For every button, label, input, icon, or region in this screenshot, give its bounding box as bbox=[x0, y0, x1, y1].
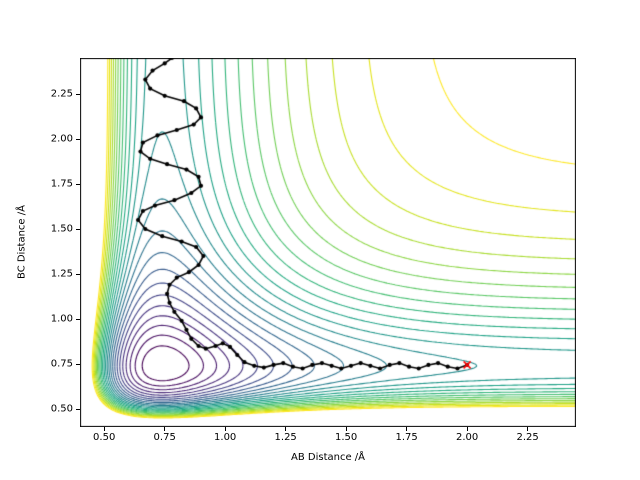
y-tick-mark bbox=[76, 183, 80, 185]
x-tick-label: 2.00 bbox=[455, 432, 479, 443]
x-axis-label: AB Distance /Å bbox=[291, 452, 365, 463]
x-tick-mark bbox=[103, 427, 105, 431]
y-tick-mark bbox=[76, 273, 80, 275]
x-tick-mark bbox=[527, 427, 529, 431]
x-tick-mark bbox=[164, 427, 166, 431]
y-axis-label: BC Distance /Å bbox=[16, 205, 28, 279]
x-tick-label: 1.50 bbox=[335, 432, 358, 443]
y-tick-label: 1.50 bbox=[50, 223, 73, 235]
y-tick-label: 0.50 bbox=[50, 403, 73, 415]
x-tick-label: 0.75 bbox=[153, 432, 176, 443]
y-tick-label: 1.25 bbox=[50, 268, 73, 280]
y-tick-label: 2.25 bbox=[50, 88, 73, 100]
y-tick-mark bbox=[76, 93, 80, 95]
y-tick-mark bbox=[76, 363, 80, 365]
y-tick-mark bbox=[76, 408, 80, 410]
x-tick-label: 1.25 bbox=[274, 432, 297, 443]
x-tick-mark bbox=[466, 427, 468, 431]
x-tick-label: 0.50 bbox=[93, 432, 116, 443]
x-tick-label: 1.75 bbox=[395, 432, 418, 443]
x-tick-mark bbox=[224, 427, 226, 431]
y-tick-mark bbox=[76, 228, 80, 230]
x-tick-mark bbox=[345, 427, 347, 431]
y-tick-label: 1.75 bbox=[50, 178, 73, 190]
y-tick-label: 1.00 bbox=[50, 313, 73, 325]
x-tick-mark bbox=[406, 427, 408, 431]
y-tick-label: 2.00 bbox=[50, 133, 73, 145]
contour-plot-canvas bbox=[80, 58, 576, 427]
x-tick-mark bbox=[285, 427, 287, 431]
x-tick-label: 2.25 bbox=[516, 432, 539, 443]
y-tick-label: 0.75 bbox=[50, 358, 73, 370]
y-tick-mark bbox=[76, 138, 80, 140]
y-tick-mark bbox=[76, 318, 80, 320]
x-tick-label: 1.00 bbox=[214, 432, 237, 443]
